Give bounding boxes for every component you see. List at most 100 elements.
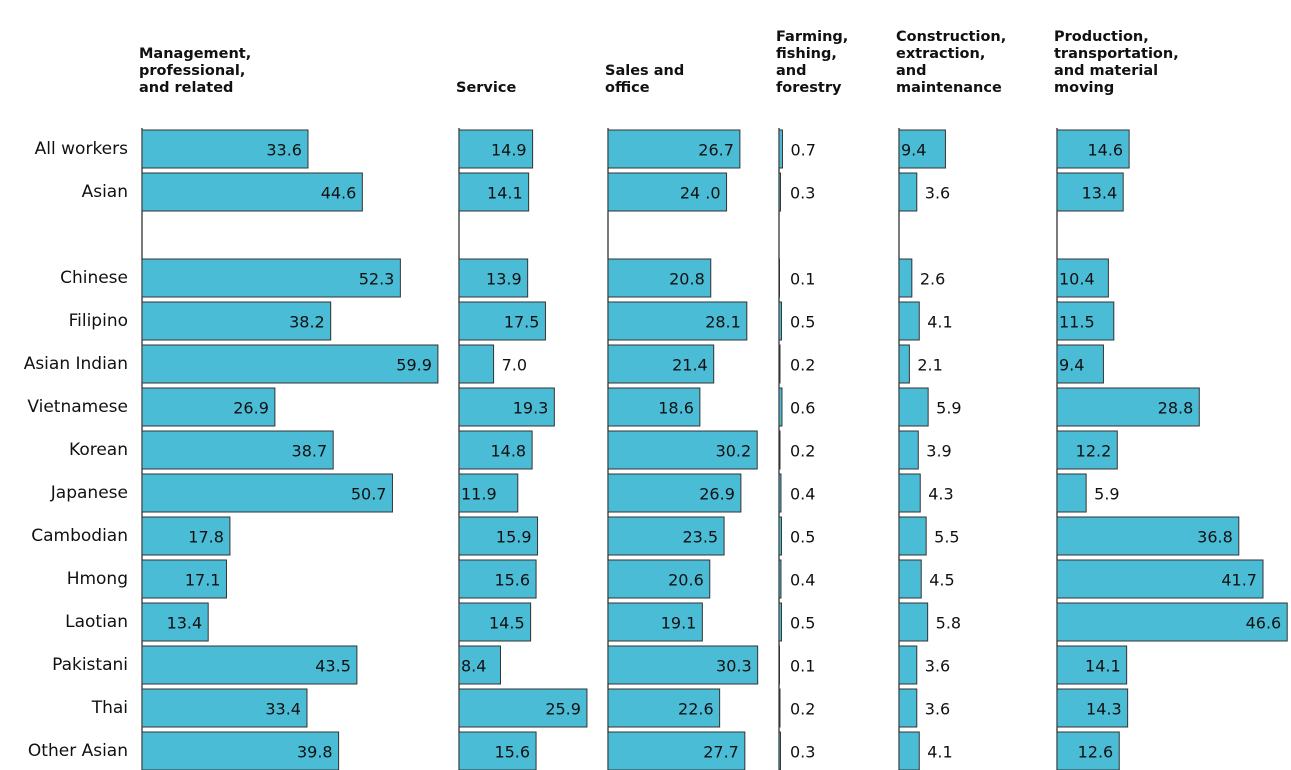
bar bbox=[778, 430, 781, 470]
bar bbox=[778, 602, 782, 642]
bar bbox=[458, 688, 588, 728]
panel-title: Management, bbox=[139, 46, 251, 62]
value-label: 3.6 bbox=[925, 700, 950, 719]
value-label: 4.3 bbox=[928, 485, 953, 504]
value-label: 11.5 bbox=[1059, 313, 1095, 332]
bar bbox=[778, 344, 781, 384]
bar bbox=[458, 387, 555, 427]
bar bbox=[607, 516, 725, 556]
value-label: 5.9 bbox=[1094, 485, 1119, 504]
bar bbox=[607, 430, 758, 470]
bar bbox=[458, 645, 501, 685]
value-label: 36.8 bbox=[1197, 528, 1233, 547]
bar bbox=[141, 645, 358, 685]
category-label: Other Asian bbox=[28, 741, 128, 761]
bar bbox=[898, 645, 918, 685]
value-label: 19.3 bbox=[513, 399, 549, 418]
bar bbox=[898, 129, 946, 169]
bar bbox=[1056, 129, 1130, 169]
category-label: Korean bbox=[69, 440, 128, 460]
bar bbox=[607, 645, 759, 685]
bar bbox=[141, 344, 439, 384]
bar bbox=[141, 387, 276, 427]
bar bbox=[1056, 645, 1128, 685]
category-label: Asian bbox=[82, 182, 128, 202]
bar bbox=[458, 129, 534, 169]
value-label: 0.7 bbox=[790, 141, 815, 160]
value-label: 26.9 bbox=[699, 485, 735, 504]
panel-title: extraction, bbox=[896, 46, 985, 62]
value-label: 0.5 bbox=[790, 614, 815, 633]
bar bbox=[898, 344, 910, 384]
category-label: Cambodian bbox=[31, 526, 128, 546]
value-label: 38.7 bbox=[292, 442, 328, 461]
bar bbox=[458, 516, 539, 556]
value-label: 14.9 bbox=[491, 141, 527, 160]
value-label: 15.6 bbox=[494, 571, 530, 590]
bar bbox=[607, 559, 711, 599]
bar bbox=[141, 258, 401, 298]
bar bbox=[607, 344, 715, 384]
bar bbox=[607, 172, 728, 212]
bar bbox=[898, 516, 927, 556]
bar bbox=[458, 602, 532, 642]
value-label: 13.4 bbox=[167, 614, 203, 633]
bar bbox=[458, 301, 546, 341]
value-label: 9.4 bbox=[1059, 356, 1084, 375]
value-label: 28.8 bbox=[1158, 399, 1194, 418]
bar bbox=[1056, 430, 1118, 470]
panel-title: moving bbox=[1054, 80, 1114, 96]
value-label: 9.4 bbox=[901, 141, 926, 160]
value-label: 0.6 bbox=[790, 399, 815, 418]
value-label: 15.9 bbox=[496, 528, 532, 547]
value-label: 22.6 bbox=[678, 700, 714, 719]
bar bbox=[898, 301, 920, 341]
value-label: 14.1 bbox=[487, 184, 523, 203]
value-label: 14.3 bbox=[1086, 700, 1122, 719]
bar bbox=[141, 301, 332, 341]
panel-title: fishing, bbox=[776, 46, 837, 62]
value-label: 46.6 bbox=[1246, 614, 1282, 633]
bar bbox=[607, 688, 721, 728]
bar bbox=[1056, 559, 1264, 599]
bar bbox=[778, 387, 783, 427]
panel-title: Production, bbox=[1054, 29, 1149, 45]
value-label: 3.6 bbox=[925, 657, 950, 676]
bar bbox=[778, 516, 782, 556]
value-label: 5.8 bbox=[936, 614, 961, 633]
bar bbox=[1056, 688, 1129, 728]
value-label: 14.6 bbox=[1087, 141, 1123, 160]
value-label: 7.0 bbox=[502, 356, 527, 375]
bar bbox=[898, 430, 919, 470]
bar bbox=[898, 387, 929, 427]
bar bbox=[898, 602, 929, 642]
bar bbox=[607, 129, 741, 169]
category-label: Vietnamese bbox=[27, 397, 128, 417]
value-label: 13.9 bbox=[486, 270, 522, 289]
value-label: 0.5 bbox=[790, 313, 815, 332]
value-label: 0.5 bbox=[790, 528, 815, 547]
value-label: 33.6 bbox=[266, 141, 302, 160]
panel-title: Sales and bbox=[605, 63, 684, 79]
value-label: 17.5 bbox=[504, 313, 540, 332]
bar bbox=[458, 430, 533, 470]
value-label: 20.6 bbox=[668, 571, 704, 590]
value-label: 19.1 bbox=[661, 614, 697, 633]
value-label: 8.4 bbox=[461, 657, 486, 676]
value-label: 0.4 bbox=[790, 485, 815, 504]
bar bbox=[1056, 516, 1240, 556]
bar bbox=[1056, 473, 1087, 513]
value-label: 30.2 bbox=[716, 442, 752, 461]
bar bbox=[1056, 387, 1200, 427]
value-label: 41.7 bbox=[1221, 571, 1257, 590]
value-label: 25.9 bbox=[545, 700, 581, 719]
category-label: Asian Indian bbox=[24, 354, 128, 374]
bar bbox=[898, 258, 913, 298]
value-label: 26.7 bbox=[698, 141, 734, 160]
bar bbox=[898, 731, 920, 770]
bar bbox=[898, 172, 918, 212]
category-label: All workers bbox=[35, 139, 128, 159]
bar bbox=[458, 258, 529, 298]
